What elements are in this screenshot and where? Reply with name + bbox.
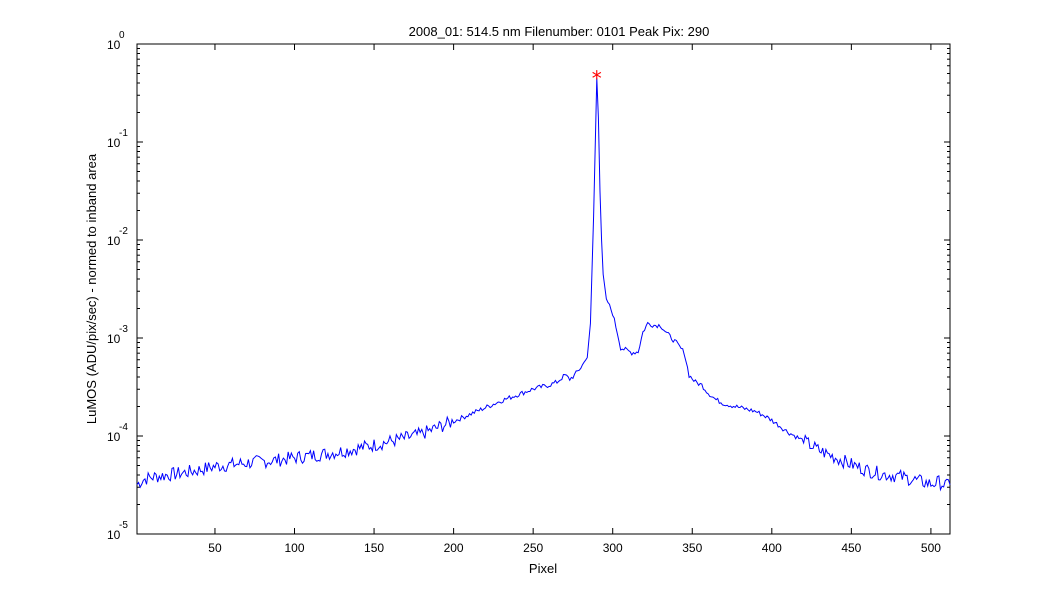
y-tick-exponent: -2 <box>119 226 128 237</box>
y-tick-label: 10 <box>107 38 121 52</box>
y-tick-exponent: -1 <box>119 128 128 139</box>
y-tick-label: 10 <box>107 136 121 150</box>
y-tick-label: 10 <box>107 234 121 248</box>
x-tick-label: 350 <box>682 541 702 555</box>
x-tick-label: 150 <box>364 541 384 555</box>
x-tick-label: 200 <box>444 541 464 555</box>
x-tick-label: 100 <box>284 541 304 555</box>
y-tick-label: 10 <box>107 332 121 346</box>
x-axis: 50 100 150 200 250 300 350 400 450 500 <box>208 44 941 555</box>
x-tick-label: 50 <box>208 541 222 555</box>
x-tick-label: 250 <box>523 541 543 555</box>
x-tick-label: 300 <box>603 541 623 555</box>
y-axis-label: LuMOS (ADU/pix/sec) - normed to inband a… <box>84 153 99 424</box>
x-tick-label: 500 <box>921 541 941 555</box>
x-axis-label: Pixel <box>529 561 557 576</box>
y-tick-exponent: -3 <box>119 324 128 335</box>
plot-area <box>136 43 951 535</box>
y-tick-exponent: -5 <box>119 520 128 531</box>
y-tick-label: 10 <box>107 430 121 444</box>
y-tick-exponent: 0 <box>119 30 125 41</box>
y-tick-exponent: -4 <box>119 422 128 433</box>
chart-title: 2008_01: 514.5 nm Filenumber: 0101 Peak … <box>409 24 710 39</box>
y-tick-label: 10 <box>107 528 121 542</box>
x-tick-label: 400 <box>762 541 782 555</box>
x-tick-label: 450 <box>841 541 861 555</box>
series-line <box>136 78 951 492</box>
peak-marker: * <box>592 66 602 90</box>
